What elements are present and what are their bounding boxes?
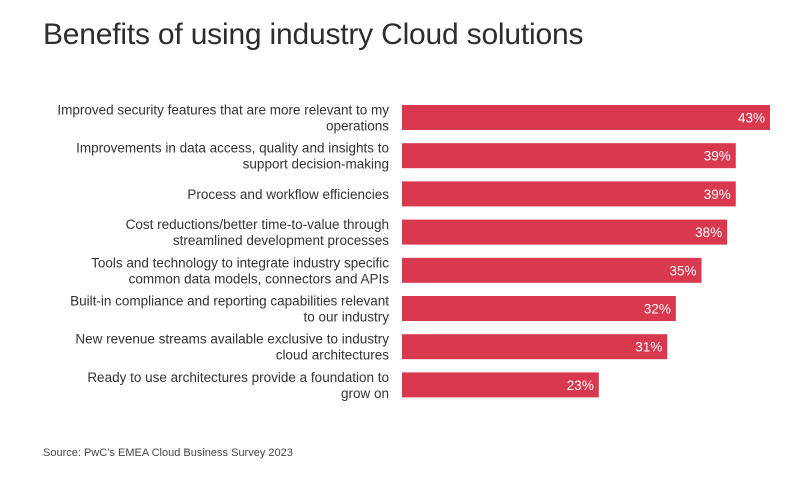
value-label-7: 23% (567, 378, 594, 393)
value-label-1: 39% (704, 149, 731, 164)
source-note: Source: PwC’s EMEA Cloud Business Survey… (43, 447, 293, 459)
value-label-3: 38% (695, 225, 722, 240)
bar-5 (402, 296, 676, 321)
bar-3 (402, 219, 728, 245)
category-label-4: Tools and technology to integrate indust… (91, 255, 389, 286)
category-label-1: Improvements in data access, quality and… (76, 141, 389, 172)
value-label-6: 31% (635, 340, 662, 355)
category-label-5: Built-in compliance and reporting capabi… (70, 294, 389, 325)
category-label-7: Ready to use architectures provide a fou… (87, 370, 389, 401)
bar-0 (402, 105, 770, 130)
chart-title: Benefits of using industry Cloud solutio… (43, 18, 584, 51)
value-label-2: 39% (704, 187, 731, 202)
bar-1 (402, 143, 736, 169)
category-label-6: New revenue streams available exclusive … (75, 332, 389, 363)
category-label-0: Improved security features that are more… (57, 103, 389, 134)
category-label-2: Process and workflow efficiencies (187, 187, 389, 202)
bar-4 (402, 257, 702, 283)
category-label-3: Cost reductions/better time-to-value thr… (126, 217, 390, 248)
value-label-0: 43% (738, 111, 765, 126)
bar-6 (402, 334, 668, 360)
value-label-4: 35% (670, 263, 697, 278)
bar-2 (402, 181, 736, 207)
value-label-5: 32% (644, 302, 671, 317)
bar-7 (402, 372, 599, 398)
